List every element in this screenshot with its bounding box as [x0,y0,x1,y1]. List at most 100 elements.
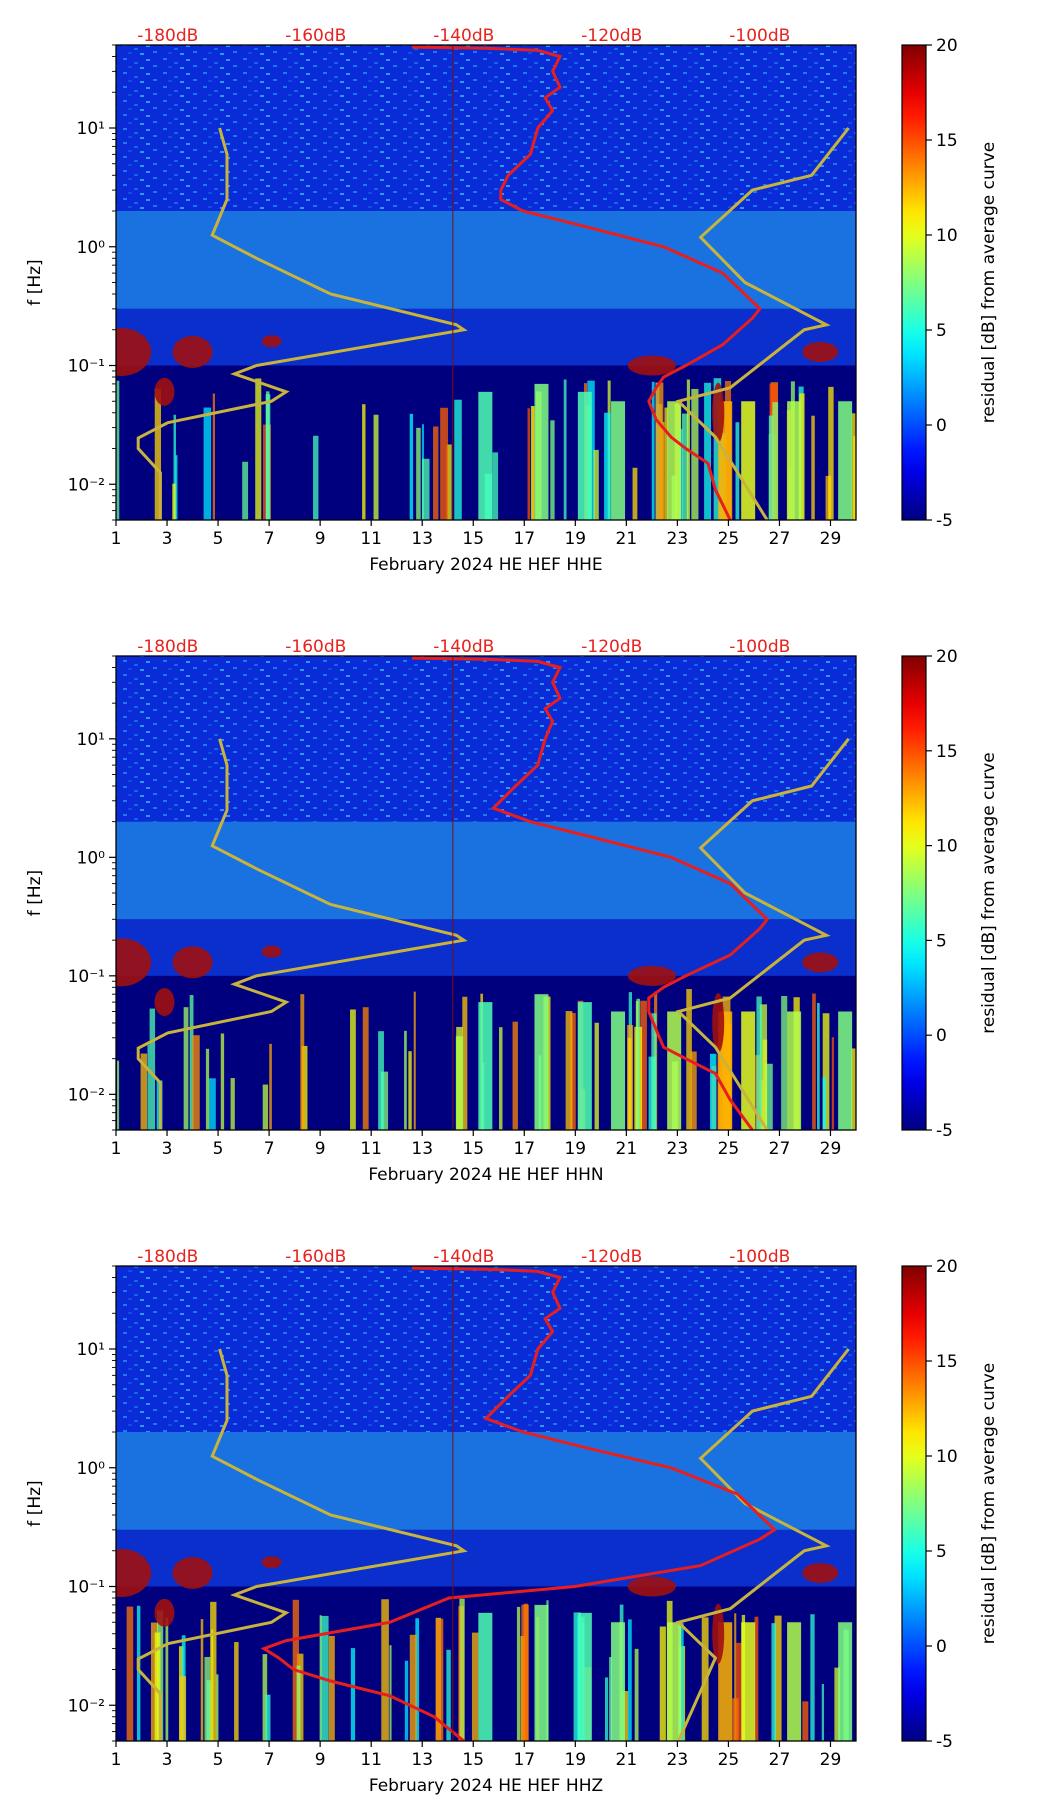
x-tick-label: 7 [264,1139,275,1159]
x-tick-label: 11 [360,529,382,549]
streak [433,426,439,520]
y-tick-label: 10¹ [77,119,105,139]
streak [404,1030,407,1130]
x-tick-label: 5 [213,1750,224,1770]
streak [262,1084,269,1130]
streak [664,407,668,520]
streak [831,1037,834,1130]
y-tick-label: 10⁻² [68,475,105,495]
streak [389,1645,392,1741]
streak [413,991,416,1130]
x-tick-label: 15 [462,1139,484,1159]
streak [774,1615,782,1741]
noise-model-line [675,1348,850,1741]
colorbar-tick-label: 10 [936,1447,958,1467]
y-tick-label: 10⁰ [77,238,106,258]
event-column [478,1002,493,1130]
hot-spot [802,952,839,973]
colorbar-tick-label: 15 [936,1352,958,1372]
streak [116,1060,120,1130]
x-tick-label: 27 [769,1139,791,1159]
streak [440,407,449,520]
x-tick-label: 21 [616,529,638,549]
x-tick-label: 17 [513,1750,535,1770]
streak [632,467,638,520]
event-column [741,1622,756,1741]
x-tick-label: 25 [718,1139,740,1159]
event-column [534,994,549,1130]
streak [154,388,162,520]
db-axis-label: -100dB [729,26,790,46]
streak [636,998,640,1130]
event-column [741,1011,756,1130]
streak [756,996,762,1130]
event-column [667,1011,682,1130]
average-psd-line [411,45,762,520]
streak [230,1078,235,1130]
event-column [611,401,626,520]
noise-model-line [136,738,468,1130]
db-axis-label: -180dB [137,26,198,46]
x-tick-label: 13 [411,1750,433,1770]
band-microseism [116,821,856,920]
event-column [838,1011,853,1130]
streak [328,1635,335,1741]
streak [380,1071,389,1130]
hot-spot [154,988,175,1017]
streak [296,1665,301,1741]
streak [415,1618,420,1741]
streak [200,1619,204,1741]
x-axis-label: February 2024 HE HEF HHN [368,1165,603,1185]
streak [651,1013,657,1130]
streak [300,994,305,1130]
colorbar-tick-label: 20 [936,1257,958,1277]
x-tick-label: 3 [162,529,173,549]
y-tick-label: 10⁻¹ [68,1578,105,1598]
x-tick-label: 27 [769,1750,791,1770]
streak [627,1037,632,1130]
x-tick-label: 23 [667,529,689,549]
x-tick-label: 23 [667,1139,689,1159]
streak [811,415,815,520]
spectrogram-area [116,45,856,520]
streak [821,1684,824,1741]
streak [140,1053,148,1130]
y-tick-label: 10⁻² [68,1696,105,1716]
streak [516,1606,521,1741]
streak [659,1626,666,1741]
hot-spot [712,382,725,443]
streak [609,1656,612,1741]
db-axis-label: -140dB [433,637,494,657]
x-tick-label: 1 [111,529,122,549]
colorbar-gradient [901,44,927,521]
streak [512,1021,518,1130]
x-tick-label: 1 [111,1139,122,1159]
x-tick-label: 21 [616,1750,638,1770]
x-tick-label: 13 [411,529,433,549]
event-column [577,1612,592,1741]
band-high-freq [116,1266,856,1433]
streak [594,1022,599,1130]
hot-spot [172,946,213,979]
event-column [534,383,549,520]
y-axis-label: f [Hz] [25,259,45,305]
x-tick-label: 13 [411,1139,433,1159]
colorbar-tick-label: -5 [936,511,953,531]
x-tick-label: 15 [462,529,484,549]
x-tick-label: 25 [718,1750,740,1770]
hot-spot [116,938,152,987]
x-tick-label: 19 [564,1139,586,1159]
streak [362,404,366,520]
colorbar-tick-label: 0 [936,1026,947,1046]
event-column [838,1622,853,1741]
hot-spot [116,1548,152,1597]
hot-spot [261,1556,282,1569]
x-tick-label: 7 [264,1750,275,1770]
streak [212,393,215,520]
hot-spot [154,377,175,406]
streak [454,399,462,520]
x-tick-label: 29 [820,1750,842,1770]
y-tick-label: 10⁻¹ [68,967,105,987]
colorbar: -5 0 5 10 15 20 residual [dB] from average cur… [901,36,999,531]
noise-model-line [136,127,468,520]
